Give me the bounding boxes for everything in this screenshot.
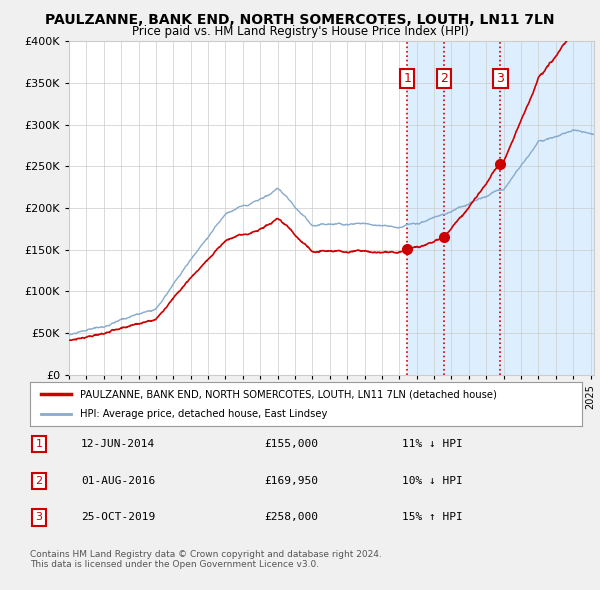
Text: 3: 3 <box>35 513 43 522</box>
Text: 1: 1 <box>403 73 411 86</box>
Text: HPI: Average price, detached house, East Lindsey: HPI: Average price, detached house, East… <box>80 409 327 418</box>
Text: Price paid vs. HM Land Registry's House Price Index (HPI): Price paid vs. HM Land Registry's House … <box>131 25 469 38</box>
Bar <box>407 41 594 375</box>
Text: 01-AUG-2016: 01-AUG-2016 <box>81 476 155 486</box>
Text: Contains HM Land Registry data © Crown copyright and database right 2024.
This d: Contains HM Land Registry data © Crown c… <box>30 550 382 569</box>
Text: £169,950: £169,950 <box>264 476 318 486</box>
Text: PAULZANNE, BANK END, NORTH SOMERCOTES, LOUTH, LN11 7LN: PAULZANNE, BANK END, NORTH SOMERCOTES, L… <box>45 13 555 27</box>
Text: 1: 1 <box>35 440 43 449</box>
Text: 2: 2 <box>35 476 43 486</box>
Text: PAULZANNE, BANK END, NORTH SOMERCOTES, LOUTH, LN11 7LN (detached house): PAULZANNE, BANK END, NORTH SOMERCOTES, L… <box>80 389 497 399</box>
Text: 3: 3 <box>497 73 505 86</box>
Text: 15% ↑ HPI: 15% ↑ HPI <box>402 513 463 522</box>
Text: 12-JUN-2014: 12-JUN-2014 <box>81 440 155 449</box>
Text: 25-OCT-2019: 25-OCT-2019 <box>81 513 155 522</box>
Text: 2: 2 <box>440 73 448 86</box>
Text: 10% ↓ HPI: 10% ↓ HPI <box>402 476 463 486</box>
Text: 11% ↓ HPI: 11% ↓ HPI <box>402 440 463 449</box>
Text: £155,000: £155,000 <box>264 440 318 449</box>
Text: £258,000: £258,000 <box>264 513 318 522</box>
